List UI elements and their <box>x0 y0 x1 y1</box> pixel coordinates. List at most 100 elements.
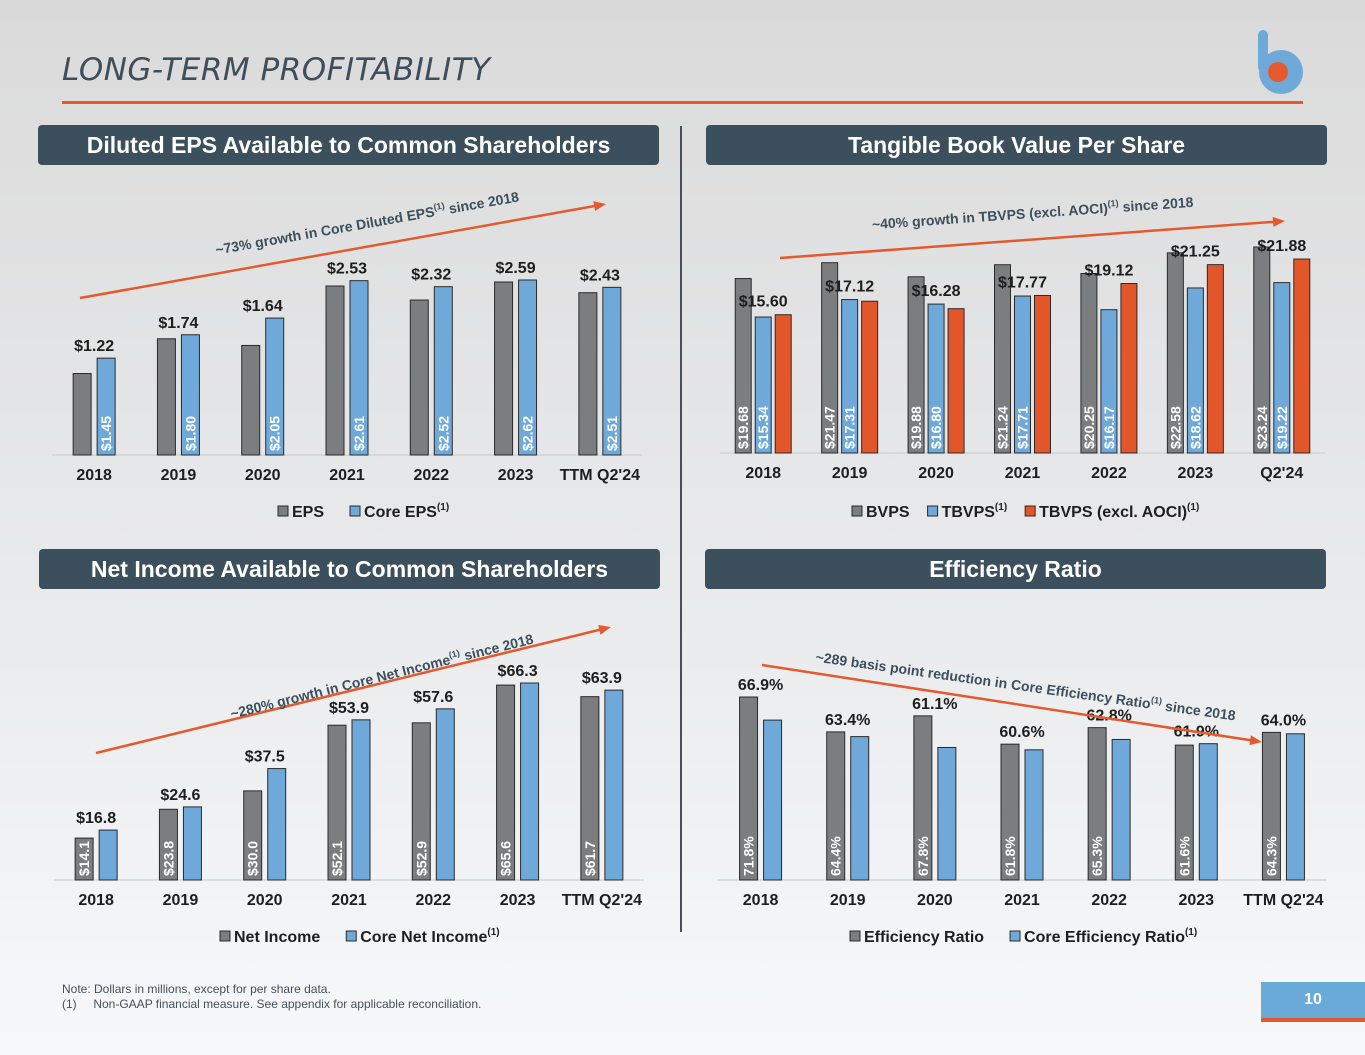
bar-value-label: $23.24 <box>1254 406 1270 449</box>
data-label: 66.9% <box>738 677 783 694</box>
footnote: Note: Dollars in millions, except for pe… <box>62 982 481 1012</box>
efficiency-panel-header: Efficiency Ratio <box>705 549 1326 589</box>
category-label: 2018 <box>745 465 781 482</box>
category-label: 2021 <box>1004 892 1040 909</box>
bar-eps-2 <box>241 344 261 456</box>
bar-core-efficiency-ratio-3 <box>1024 749 1044 881</box>
bar-value-label: $21.24 <box>995 406 1011 449</box>
bar-value-label: $20.25 <box>1081 406 1097 449</box>
legend-swatch <box>849 930 861 942</box>
bar-value-label: $19.68 <box>735 406 751 449</box>
bar-core-efficiency-ratio-2 <box>937 746 957 881</box>
bar-eps-0 <box>72 373 92 456</box>
bar-core-net-income-6 <box>604 689 624 881</box>
bar-value-label: $52.9 <box>413 841 429 876</box>
data-label: 60.6% <box>999 724 1044 741</box>
net-income-chart: $14.1 $16.8 2018 $23.8 $24.6 2019 $30.0 $37.5 20… <box>54 624 644 946</box>
company-logo <box>1258 30 1303 94</box>
bar-bvps-3 <box>994 264 1011 454</box>
bar-core-net-income-0 <box>98 829 118 881</box>
data-label: 64.0% <box>1261 712 1306 729</box>
bar-tbvps-excl-aoci--4 <box>1120 283 1138 454</box>
page-number: 10 <box>1261 982 1365 1022</box>
category-label: 2018 <box>76 467 112 484</box>
trend-arrow <box>79 204 599 300</box>
bar-value-label: $17.31 <box>842 406 858 449</box>
efficiency-chart: 71.8% 66.9% 2018 64.4% 63.4% 2019 67.8% 61.1% 20… <box>717 649 1327 946</box>
legend-label: Net Income <box>234 929 320 946</box>
footnote-note: Note: Dollars in millions, except for pe… <box>62 982 331 996</box>
bar-tbvps-4 <box>1100 309 1118 454</box>
category-label: 2020 <box>247 892 283 909</box>
bar-core-eps-4 <box>433 286 453 456</box>
legend-label: Core Net Income(1) <box>360 927 499 946</box>
bar-core-eps-5 <box>518 279 538 456</box>
bar-efficiency-ratio-3 <box>1000 743 1020 881</box>
bar-value-label: $2.52 <box>435 416 451 451</box>
bar-core-eps-6 <box>602 286 622 456</box>
data-label: $2.59 <box>496 260 536 277</box>
legend-label: TBVPS (excl. AOCI)(1) <box>1039 502 1199 521</box>
data-label: $19.12 <box>1084 263 1133 280</box>
bar-tbvps-excl-aoci--0 <box>774 314 792 454</box>
bar-net-income-3 <box>327 724 347 881</box>
bar-value-label: $2.62 <box>520 416 536 451</box>
bar-core-net-income-2 <box>267 768 287 881</box>
legend-swatch <box>345 930 357 942</box>
data-label: $1.22 <box>74 338 114 355</box>
category-label: 2022 <box>1091 892 1127 909</box>
category-label: 2022 <box>415 892 451 909</box>
trend-arrowhead <box>593 201 606 212</box>
bar-core-eps-3 <box>349 280 369 456</box>
bar-value-label: $65.6 <box>498 841 514 876</box>
bar-core-efficiency-ratio-4 <box>1111 738 1131 881</box>
data-label: $24.6 <box>160 787 200 804</box>
bar-core-efficiency-ratio-0 <box>763 719 783 881</box>
category-label: 2020 <box>245 467 281 484</box>
bar-tbvps-6 <box>1273 282 1291 454</box>
bar-value-label: $2.61 <box>351 416 367 451</box>
bar-bvps-0 <box>734 278 752 454</box>
bar-bvps-5 <box>1166 252 1184 454</box>
bar-eps-1 <box>156 338 176 456</box>
bar-core-efficiency-ratio-1 <box>850 736 870 881</box>
bar-net-income-2 <box>243 790 263 881</box>
bar-value-label: 64.3% <box>1263 836 1279 876</box>
data-label: $1.64 <box>243 298 283 315</box>
category-label: Q2'24 <box>1260 465 1303 482</box>
bar-value-label: $30.0 <box>245 841 261 876</box>
data-label: $37.5 <box>245 749 285 766</box>
trend-arrowhead <box>1272 216 1285 227</box>
bar-value-label: 65.3% <box>1089 836 1105 876</box>
eps-chart: $1.45 $1.22 2018 $1.80 $1.74 2019 $2.05 $1.64 20… <box>52 188 642 521</box>
tbvps-chart: $19.68 $15.34 $15.60 2018 $21.47 $17.31 $17.12… <box>720 194 1325 521</box>
bar-tbvps-excl-aoci--2 <box>947 308 965 454</box>
bar-value-label: 71.8% <box>741 836 757 876</box>
category-label: 2019 <box>830 892 866 909</box>
bar-efficiency-ratio-4 <box>1087 727 1107 881</box>
panel-divider <box>680 126 682 932</box>
category-label: 2018 <box>78 892 114 909</box>
data-label: $66.3 <box>498 663 538 680</box>
bar-bvps-2 <box>907 276 925 454</box>
trend-arrow <box>761 663 1255 743</box>
data-label: $21.88 <box>1257 238 1306 255</box>
bar-efficiency-ratio-1 <box>826 731 846 881</box>
data-label: $17.12 <box>825 279 874 296</box>
bar-core-efficiency-ratio-5 <box>1198 743 1218 881</box>
bar-tbvps-excl-aoci--1 <box>861 300 879 454</box>
bar-tbvps-1 <box>841 299 859 454</box>
bar-value-label: $18.62 <box>1187 406 1203 449</box>
category-label: 2019 <box>161 467 197 484</box>
trend-annotation: ~280% growth in Core Net Income(1) since… <box>228 630 535 722</box>
bar-value-label: $2.51 <box>604 416 620 451</box>
bar-value-label: $17.71 <box>1015 406 1031 449</box>
bar-core-net-income-5 <box>520 682 540 881</box>
data-label: $2.32 <box>411 267 451 284</box>
category-label: TTM Q2'24 <box>560 467 640 484</box>
legend-swatch <box>219 930 231 942</box>
category-label: 2018 <box>743 892 779 909</box>
category-label: 2021 <box>331 892 367 909</box>
legend-label: Efficiency Ratio <box>864 929 984 946</box>
bar-value-label: $23.8 <box>160 841 176 876</box>
